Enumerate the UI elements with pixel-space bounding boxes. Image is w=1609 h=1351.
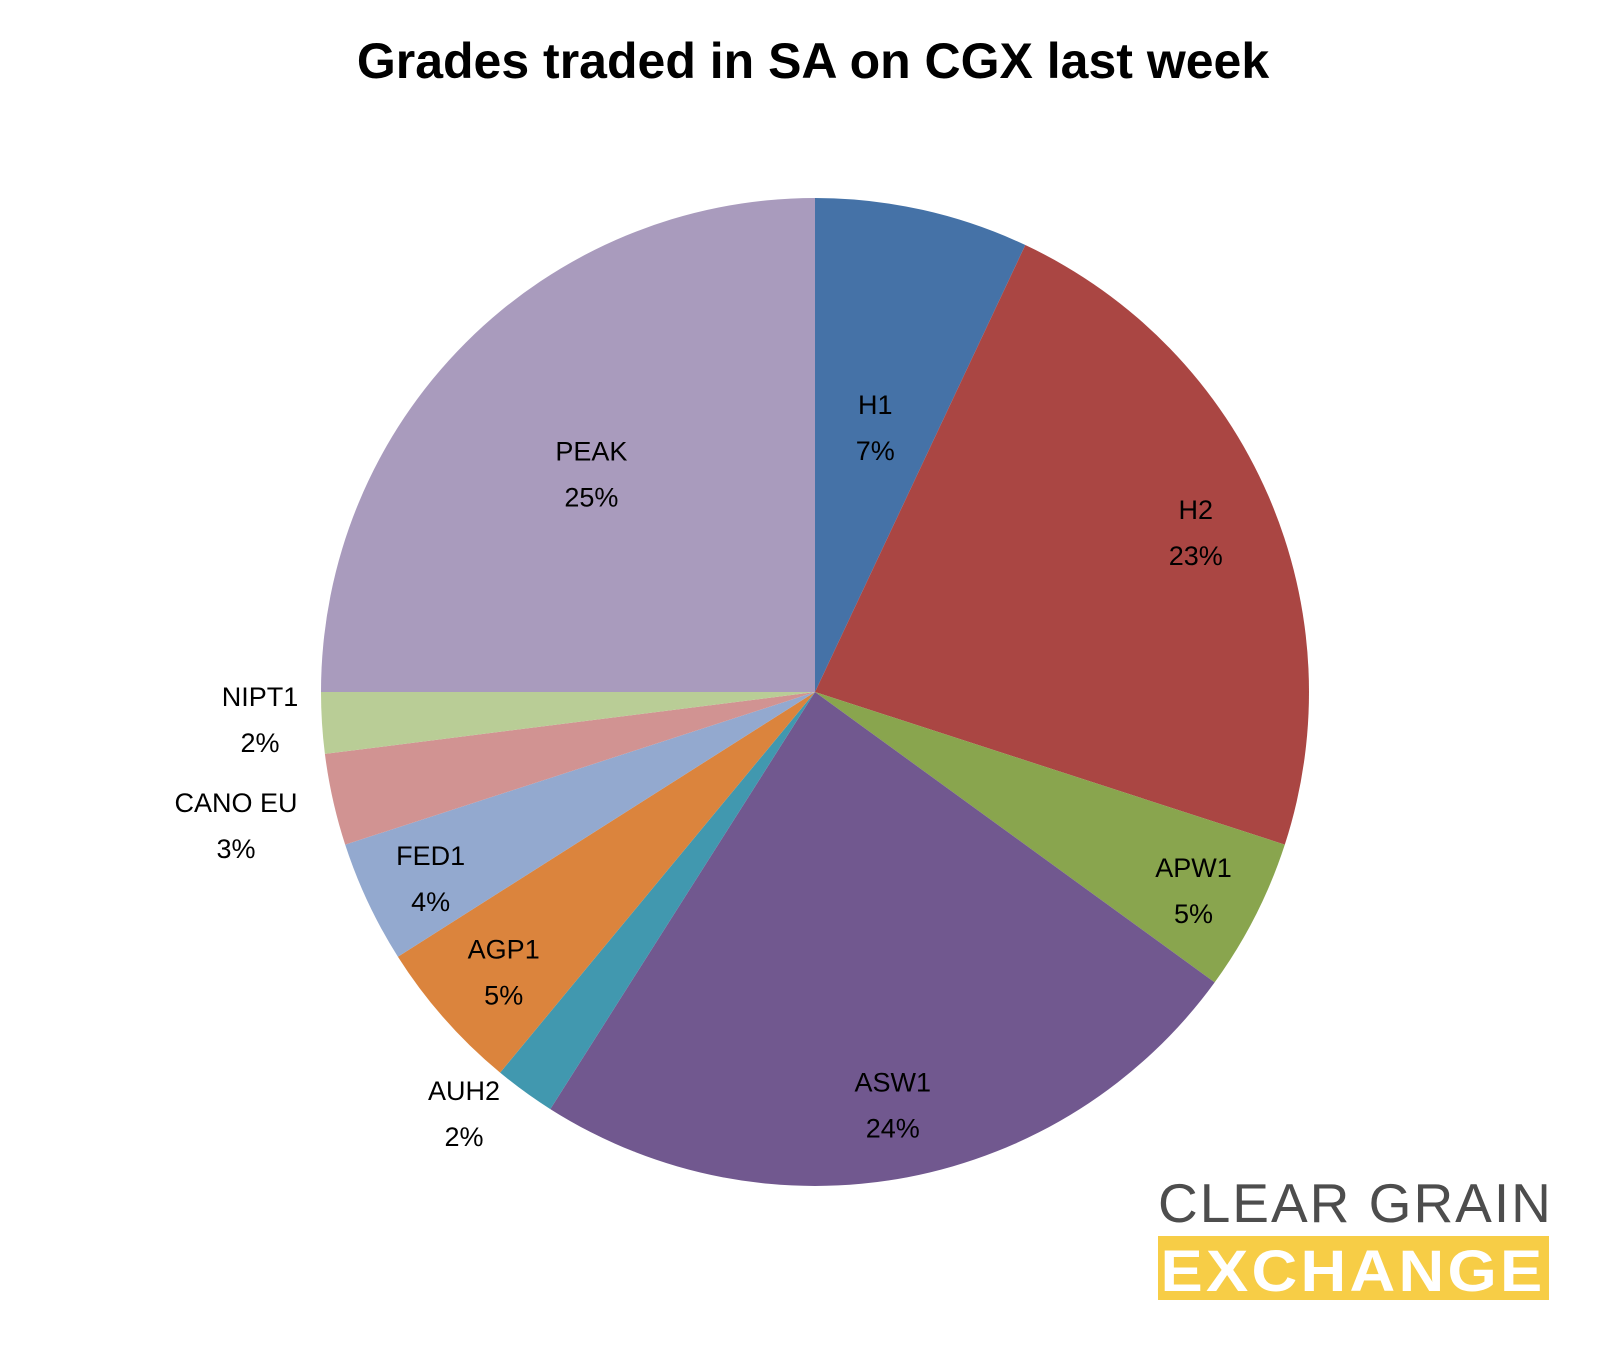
slice-label-name: CANO EU <box>174 788 297 818</box>
pie-slice-asw1 <box>550 692 1215 1187</box>
logo-line1: CLEAR GRAIN <box>1158 1172 1553 1234</box>
slice-label-percent: 24% <box>866 1114 920 1144</box>
pie-slice-h2 <box>815 245 1309 845</box>
slice-label-percent: 2% <box>240 728 279 758</box>
pie-slice-agp1 <box>397 692 815 1073</box>
pie-slice-nipt1 <box>321 692 815 754</box>
slice-label-name: H1 <box>858 390 893 420</box>
slice-label-name: AGP1 <box>468 934 540 964</box>
slice-label-name: APW1 <box>1155 853 1232 883</box>
pie-slice-peak <box>321 198 815 692</box>
pie-slice-h1 <box>815 198 1026 692</box>
slice-label-percent: 5% <box>484 980 523 1010</box>
slice-label-percent: 25% <box>564 482 618 512</box>
pie-slice-apw1 <box>815 692 1285 983</box>
slice-labels: H1 7% H2 23% APW1 5% ASW1 24% AUH2 2% AGP1 5% FED1 4%… <box>174 390 1231 1152</box>
slice-label-percent: 2% <box>444 1122 483 1152</box>
slice-label-percent: 23% <box>1169 541 1223 571</box>
logo-band <box>1158 1236 1549 1300</box>
pie-slice-fed1 <box>345 692 815 957</box>
slice-label-name: NIPT1 <box>222 682 299 712</box>
slice-label-name: H2 <box>1179 495 1214 525</box>
slice-label-name: AUH2 <box>428 1076 500 1106</box>
pie-slices <box>321 198 1309 1187</box>
chart-title: Grades traded in SA on CGX last week <box>357 33 1269 89</box>
slice-label-percent: 7% <box>856 436 895 466</box>
slice-label-name: FED1 <box>396 841 465 871</box>
pie-slice-auh2 <box>500 692 815 1110</box>
slice-label-name: PEAK <box>555 436 627 466</box>
slice-label-percent: 3% <box>216 834 255 864</box>
slice-label-name: ASW1 <box>855 1068 932 1098</box>
pie-slice-cano-eu <box>324 692 815 845</box>
slice-label-percent: 5% <box>1174 899 1213 929</box>
logo-line2: EXCHANGE <box>1161 1239 1546 1304</box>
slice-label-percent: 4% <box>411 887 450 917</box>
clear-grain-exchange-logo: CLEAR GRAIN EXCHANGE <box>1158 1172 1553 1304</box>
